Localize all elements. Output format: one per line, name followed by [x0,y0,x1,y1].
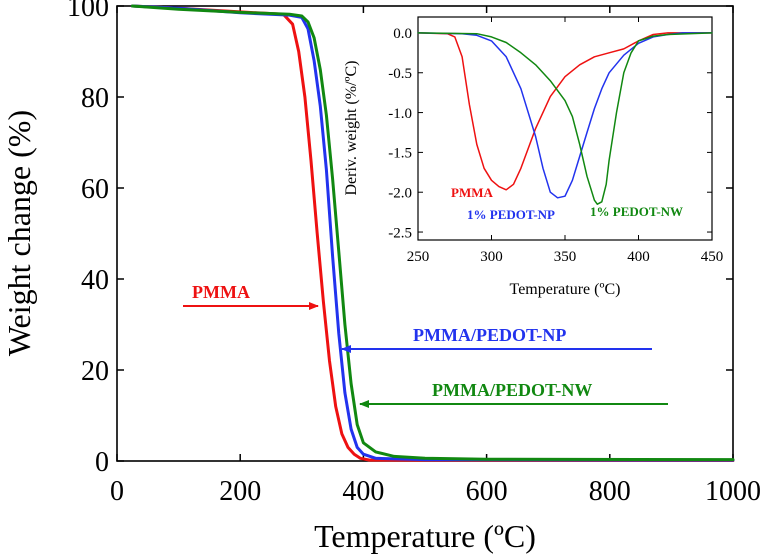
inset-y-axis-title: Deriv. weight (%/ºC) [343,61,360,196]
inset-y-tick-label: -2.0 [388,185,412,201]
main-x-axis-title: Temperature (ºC) [314,518,536,554]
inset-series-line-2 [417,32,713,205]
inset-y-tick-label: -2.5 [388,225,412,241]
inset-plot-frame [417,16,713,241]
inset-x-tick-label: 450 [701,249,724,265]
inset-x-axis-title: Temperature (ºC) [510,281,621,298]
pmma-pedot-np-annotation: PMMA/PEDOT-NP [413,325,566,345]
inset-series-line-1 [417,32,713,199]
main-y-tick-label: 100 [67,0,109,23]
inset-x-tick-label: 250 [407,249,430,265]
inset-pedot-np-label: 1% PEDOT-NP [467,207,555,222]
main-series-line-2 [130,4,735,462]
main-x-tick-label: 600 [466,476,508,507]
inset-x-tick-label: 300 [480,249,503,265]
main-x-tick-label: 400 [342,476,384,507]
main-y-tick-label: 60 [81,174,109,205]
inset-pedot-nw-label: 1% PEDOT-NW [590,204,683,219]
main-y-tick-label: 0 [95,447,109,478]
main-y-tick-label: 80 [81,83,109,114]
main-x-tick-label: 0 [110,476,124,507]
pmma-pedot-nw-annotation: PMMA/PEDOT-NW [432,380,592,400]
inset-y-tick-label: 0.0 [393,26,412,42]
main-x-tick-label: 1000 [705,476,761,507]
inset-y-tick-label: -1.5 [388,146,412,162]
main-x-tick-label: 800 [589,476,631,507]
inset-x-tick-label: 400 [627,249,650,265]
inset-y-tick-label: -1.0 [388,106,412,122]
pmma-annotation: PMMA [192,282,250,302]
inset-y-tick-label: -0.5 [388,66,412,82]
main-y-axis-title: Weight change (%) [1,110,37,356]
inset-x-tick-label: 350 [554,249,577,265]
inset-pmma-label: PMMA [451,185,493,200]
main-y-tick-label: 20 [81,356,109,387]
main-y-tick-label: 40 [81,265,109,296]
main-x-tick-label: 200 [219,476,261,507]
inset-series-line-0 [417,32,713,191]
